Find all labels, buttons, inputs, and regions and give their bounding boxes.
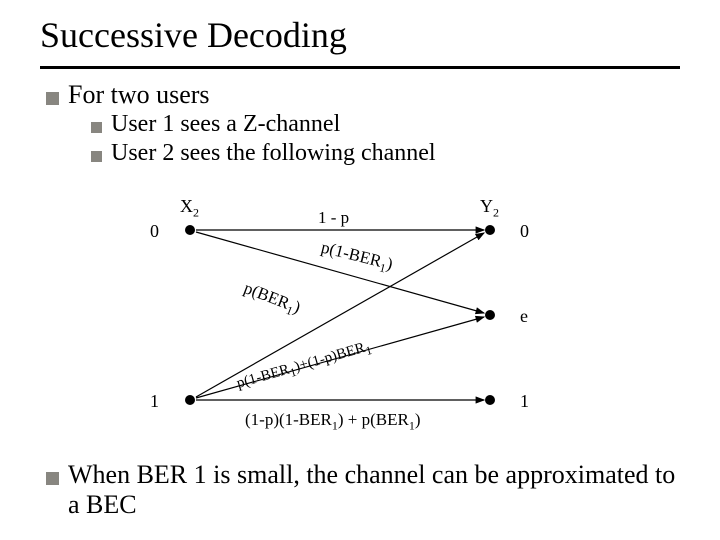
slide-title: Successive Decoding: [40, 14, 347, 56]
x2-label: X2: [180, 196, 199, 221]
diagram-svg: [130, 200, 560, 440]
sub-bullet-2: User 2 sees the following channel: [111, 140, 436, 167]
bottom-text: When BER 1 is small, the channel can be …: [68, 460, 688, 520]
y2-label: Y2: [480, 196, 499, 221]
channel-diagram: X2 Y2 0 1 0 e 1 1 - p p(1-BER1) p(BER1) …: [130, 200, 560, 440]
node-left-0: 0: [150, 221, 159, 242]
node-right-1: 1: [520, 391, 529, 412]
bullet-icon: [91, 151, 102, 162]
bullet-icon: [46, 92, 59, 105]
bullet-icon: [46, 472, 59, 485]
edge-top-label: 1 - p: [318, 208, 349, 228]
title-rule: [40, 66, 680, 69]
node-right-e: e: [520, 306, 528, 327]
bullet-main: For two users: [68, 80, 210, 110]
node-left-1: 1: [150, 391, 159, 412]
sub-bullet-1: User 1 sees a Z-channel: [111, 111, 340, 138]
node-right-0: 0: [520, 221, 529, 242]
edge-bottom-label: (1-p)(1-BER1) + p(BER1): [245, 410, 421, 433]
bullet-icon: [91, 122, 102, 133]
